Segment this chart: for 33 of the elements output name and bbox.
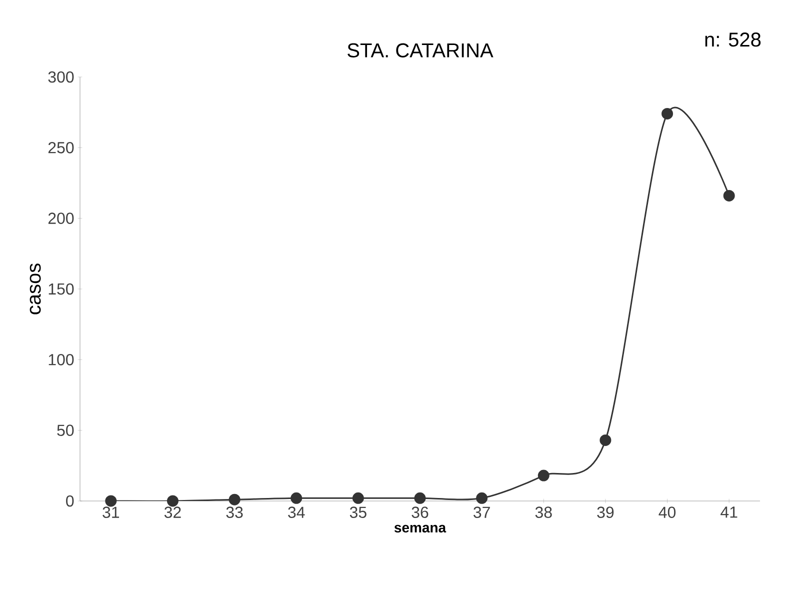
point (600, 434, 612, 446)
y-tick-label: 250 (48, 142, 74, 154)
point (723, 190, 735, 202)
point (662, 108, 674, 120)
point (166, 495, 178, 507)
x-tick-label: 34 (288, 506, 305, 518)
y-tick-label: 0 (66, 495, 74, 507)
x-tick-label: 32 (164, 506, 181, 518)
x-tick-label: 39 (597, 506, 614, 518)
y-axis-title: casos (30, 264, 41, 314)
point (414, 492, 426, 504)
x-tick-label: 38 (535, 506, 552, 518)
point (352, 492, 364, 504)
x-axis-title: semana (394, 524, 446, 533)
text: n: 528 (705, 32, 761, 47)
x-tick-label: 35 (350, 506, 366, 518)
x-tick-label: 37 (474, 506, 490, 518)
point (290, 492, 302, 504)
y-tick-label: 100 (48, 354, 74, 366)
point (476, 492, 488, 504)
y-tick-label: 50 (57, 424, 74, 436)
x-tick-label: 40 (658, 506, 676, 518)
y-tick-label: 300 (48, 71, 74, 83)
point (228, 494, 240, 506)
x-tick-label: 33 (226, 506, 243, 518)
y-tick-label: 150 (48, 283, 74, 295)
x-tick-label: 36 (412, 506, 428, 518)
y-tick-label: 200 (48, 212, 74, 224)
chart-title: STA. CATARINA (348, 43, 494, 58)
x-tick-label: 41 (720, 506, 738, 518)
point (105, 495, 117, 507)
x-tick-label: 31 (102, 506, 120, 518)
point (538, 470, 550, 482)
